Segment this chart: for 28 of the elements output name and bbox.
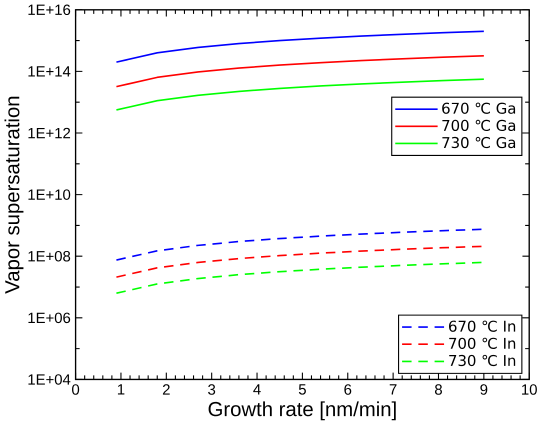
y-tick-label: 1E+04 <box>28 374 70 385</box>
y-tick-label: 1E+10 <box>28 189 70 200</box>
y-tick-label: 1E+06 <box>28 312 70 324</box>
line-series <box>116 55 485 88</box>
legend-label: 730 ℃ Ga <box>442 137 516 148</box>
x-tick-label: 1 <box>118 384 124 395</box>
x-tick-label: 0 <box>72 384 80 395</box>
legend-label: 730 ℃ In <box>449 354 516 366</box>
y-tick-label: 1E+12 <box>28 128 70 138</box>
x-tick-label: 8 <box>434 384 442 395</box>
x-tick-label: 2 <box>162 384 170 395</box>
y-tick-label: 1E+08 <box>28 251 70 262</box>
line-series <box>116 30 485 64</box>
x-tick-label: 10 <box>522 384 537 395</box>
y-axis-title: Vapor supersaturation <box>4 96 24 294</box>
y-tick-label: 1E+14 <box>28 66 70 77</box>
x-tick-label: 9 <box>480 384 488 395</box>
x-tick-label: 5 <box>298 384 306 395</box>
legend-label: 670 ℃ In <box>449 320 516 332</box>
x-tick-label: 3 <box>208 384 216 395</box>
x-tick-label: 4 <box>253 384 261 395</box>
x-axis-title: Growth rate [nm/min] <box>208 401 396 420</box>
x-tick-label: 6 <box>344 384 352 395</box>
legend-label: 670 ℃ Ga <box>442 102 516 114</box>
legend-label: 700 ℃ Ga <box>442 120 516 132</box>
x-tick-label: 7 <box>390 384 397 395</box>
y-tick-label: 1E+16 <box>28 4 70 16</box>
legend-label: 700 ℃ In <box>449 338 516 350</box>
